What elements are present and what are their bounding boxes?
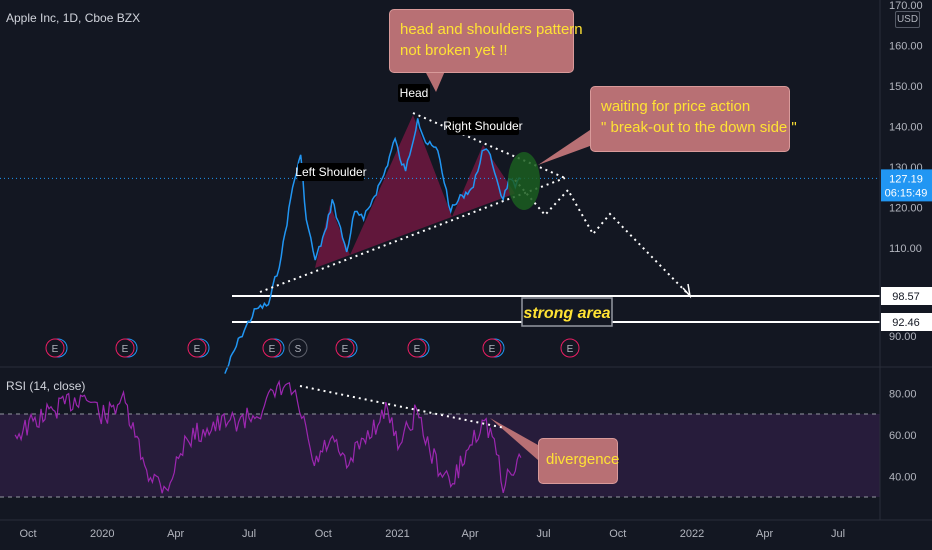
price-tick-label: 90.00 — [889, 331, 917, 343]
right-shoulder-label: Right Shoulder — [443, 119, 522, 133]
split-marker[interactable]: S — [288, 338, 308, 358]
callout-pattern: head and shoulders pattern not broken ye… — [389, 9, 583, 73]
current-price-badge-bg — [881, 169, 932, 202]
rsi-tick-label: 80.00 — [889, 388, 917, 400]
earnings-marker[interactable]: E — [262, 338, 285, 358]
event-marker-letter: E — [194, 344, 201, 355]
currency-badge[interactable]: USD — [895, 11, 920, 28]
pattern-triangle — [350, 115, 452, 255]
earnings-marker[interactable]: E — [482, 338, 505, 358]
time-axis-label: 2022 — [680, 528, 704, 540]
head-label-bg — [398, 84, 430, 102]
callout-waiting: waiting for price action " break-out to … — [590, 86, 797, 152]
left-shoulder-label: Left Shoulder — [295, 165, 366, 179]
time-axis-label: Oct — [315, 528, 332, 540]
time-axis-label: Apr — [756, 528, 773, 540]
time-axis-label: Jul — [242, 528, 256, 540]
time-axis-label: Apr — [462, 528, 479, 540]
event-marker-letter: E — [342, 344, 349, 355]
earnings-marker[interactable]: E — [407, 338, 430, 358]
earnings-marker-circle — [335, 338, 355, 358]
time-axis-label: 2020 — [90, 528, 114, 540]
event-marker-letter: S — [295, 344, 302, 355]
event-marker-letter: E — [489, 344, 496, 355]
price-tick-label: 120.00 — [889, 203, 923, 215]
event-marker-letter: E — [269, 344, 276, 355]
head-label: Head — [400, 86, 429, 100]
current-price-badge: 127.19 — [889, 173, 923, 185]
event-marker-letter: E — [567, 344, 574, 355]
rsi-tick-label: 40.00 — [889, 471, 917, 483]
event-marker-letter: E — [414, 344, 421, 355]
projection-arrowhead — [682, 283, 692, 299]
earnings-marker-circle — [262, 338, 282, 358]
earnings-marker-circle — [560, 338, 580, 358]
price-tick-label: 160.00 — [889, 41, 923, 53]
pattern-triangle — [452, 145, 515, 217]
earnings-marker-circle — [288, 338, 308, 358]
earnings-marker-circle — [187, 338, 207, 358]
callout-waiting-pointer — [538, 130, 590, 165]
annotation-layer: Head Left Shoulder Right Shoulder strong ar… — [259, 71, 692, 460]
pattern-triangle — [315, 205, 350, 268]
time-axis-label: Oct — [609, 528, 626, 540]
right-shoulder-label-bg — [447, 117, 519, 135]
earnings-marker[interactable]: E — [335, 338, 358, 358]
time-axis-label: Apr — [167, 528, 184, 540]
ticker-title[interactable]: Apple Inc, 1D, Cboe BZX — [6, 11, 141, 25]
strong-area-box — [521, 297, 613, 327]
left-shoulder-label-bg — [298, 163, 364, 181]
callout-waiting-line-2: " break-out to the down side " — [601, 119, 797, 136]
divergence-trendline — [299, 385, 506, 429]
callout-pattern-pointer — [425, 71, 445, 92]
time-axis-label: 2021 — [385, 528, 409, 540]
callout-pattern-line-2: not broken yet !! — [400, 42, 508, 59]
callout-waiting-line-1: waiting for price action — [601, 98, 751, 115]
event-marker-letter: E — [52, 344, 59, 355]
earnings-marker-circle — [115, 338, 135, 358]
rsi-indicator-title[interactable]: RSI (14, close) — [6, 379, 86, 393]
time-axis-label: Oct — [19, 528, 36, 540]
price-tick-label: 140.00 — [889, 122, 923, 134]
divergence-label: divergence — [546, 451, 620, 468]
price-tick-label: 150.00 — [889, 81, 923, 93]
rsi-pane[interactable] — [0, 379, 880, 498]
price-tick-label: 110.00 — [889, 243, 922, 255]
rsi-band — [0, 414, 880, 497]
current-price-badge: 06:15:49 — [885, 187, 928, 199]
earnings-marker[interactable]: E — [45, 338, 68, 358]
earnings-marker[interactable]: E — [187, 338, 210, 358]
callout-divergence-pointer — [490, 418, 538, 460]
time-axis-label: Jul — [536, 528, 550, 540]
level-lower-badge: 92.46 — [892, 317, 920, 329]
level-upper-badge-bg — [881, 287, 932, 305]
earnings-marker[interactable]: E — [560, 338, 580, 358]
price-tick-label: 170.00 — [889, 0, 923, 12]
breakout-zone-circle — [508, 152, 540, 210]
event-marker-letter: E — [122, 344, 129, 355]
earnings-marker[interactable]: E — [115, 338, 138, 358]
earnings-marker-circle — [407, 338, 427, 358]
rsi-series-line[interactable] — [14, 379, 522, 494]
level-lower-badge-bg — [881, 313, 932, 331]
rsi-tick-label: 60.00 — [889, 430, 917, 442]
callout-pattern-line-1: head and shoulders pattern — [400, 21, 583, 38]
price-series-line[interactable] — [224, 118, 522, 374]
earnings-marker-circle — [45, 338, 65, 358]
callout-divergence: divergence — [538, 438, 620, 484]
strong-area-label: strong area — [523, 305, 610, 322]
level-upper-badge: 98.57 — [892, 291, 920, 303]
time-axis-label: Jul — [831, 528, 845, 540]
earnings-marker-circle — [482, 338, 502, 358]
